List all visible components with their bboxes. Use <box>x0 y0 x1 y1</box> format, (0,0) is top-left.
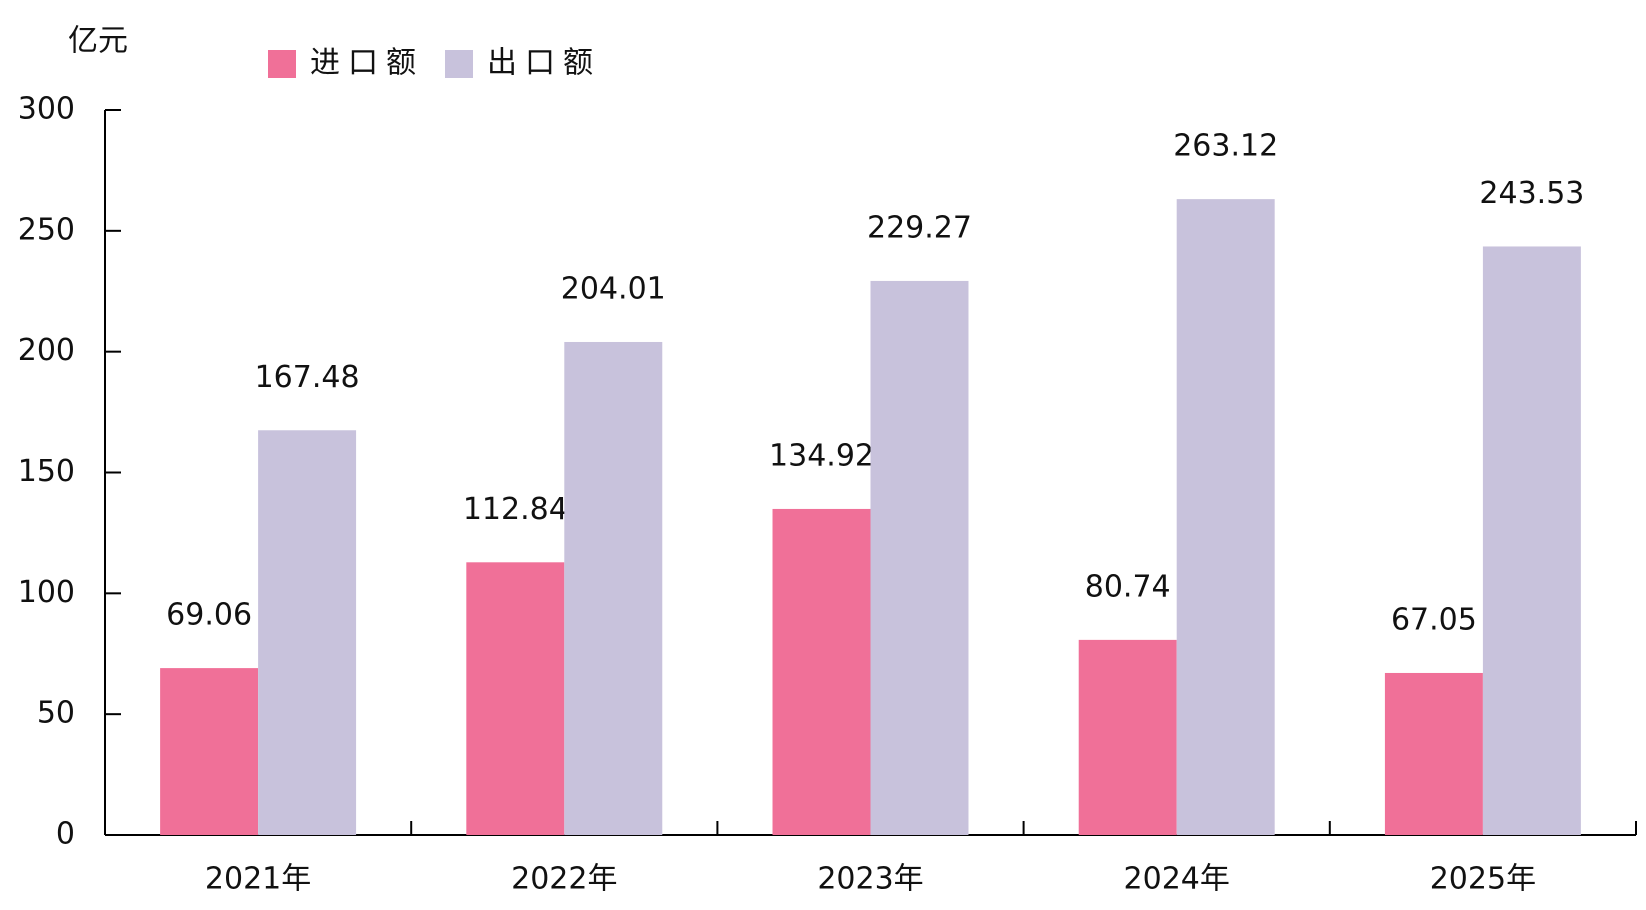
x-tick-label: 2021年 <box>205 862 311 897</box>
data-label: 112.84 <box>463 492 568 527</box>
legend-label: 出口额 <box>487 46 601 81</box>
bar <box>1482 246 1581 835</box>
bar <box>870 280 969 835</box>
data-label: 229.27 <box>867 210 972 245</box>
bar <box>564 341 663 835</box>
bar <box>1078 639 1177 835</box>
data-label: 263.12 <box>1173 129 1278 164</box>
x-tick-label: 2023年 <box>817 862 923 897</box>
data-label: 67.05 <box>1391 602 1477 637</box>
y-tick-label: 200 <box>18 333 75 368</box>
data-label: 167.48 <box>255 360 360 395</box>
bar <box>772 508 871 835</box>
bar <box>466 562 565 835</box>
legend-swatch <box>445 50 473 78</box>
bar <box>258 430 357 835</box>
x-tick-label: 2022年 <box>511 862 617 897</box>
x-tick-label: 2025年 <box>1430 862 1536 897</box>
y-tick-label: 0 <box>56 817 75 852</box>
bar <box>160 668 259 835</box>
data-label: 69.06 <box>166 598 252 633</box>
legend-label: 进口额 <box>310 46 424 81</box>
data-label: 134.92 <box>769 438 874 473</box>
bar <box>1384 672 1483 835</box>
y-tick-label: 300 <box>18 92 75 127</box>
y-tick-label: 150 <box>18 454 75 489</box>
data-label: 204.01 <box>561 271 666 306</box>
y-tick-label: 100 <box>18 575 75 610</box>
y-unit: 亿元 <box>68 24 128 59</box>
data-label: 80.74 <box>1085 569 1171 604</box>
bar <box>1176 199 1275 836</box>
x-tick-label: 2024年 <box>1124 862 1230 897</box>
data-label: 243.53 <box>1479 176 1584 211</box>
y-tick-label: 250 <box>18 212 75 247</box>
y-tick-label: 50 <box>37 696 75 731</box>
legend-swatch <box>268 50 296 78</box>
